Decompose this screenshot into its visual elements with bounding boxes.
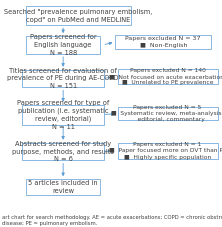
FancyBboxPatch shape [26, 6, 131, 25]
FancyBboxPatch shape [117, 107, 218, 120]
FancyBboxPatch shape [117, 143, 218, 159]
Text: 5 articles included in
review: 5 articles included in review [28, 180, 98, 194]
FancyBboxPatch shape [115, 35, 211, 49]
FancyBboxPatch shape [26, 36, 100, 54]
Text: Papers excluded N = 37
■  Non-English: Papers excluded N = 37 ■ Non-English [125, 36, 201, 48]
FancyBboxPatch shape [22, 70, 105, 87]
Text: Papers excluded N = 1
■  Paper focused more on DVT than PE
■  Highly specific po: Papers excluded N = 1 ■ Paper focused mo… [109, 142, 222, 160]
FancyBboxPatch shape [22, 143, 105, 160]
FancyBboxPatch shape [26, 179, 100, 195]
Text: Papers excluded N = 5
■  Systematic review, meta-analysis,
    editorial, commen: Papers excluded N = 5 ■ Systematic revie… [111, 105, 222, 123]
Text: Papers screened for type of
publication (i.e. systematic
review, editorial)
N = : Papers screened for type of publication … [17, 99, 109, 130]
FancyBboxPatch shape [22, 105, 105, 125]
Text: Searched "prevalence pulmonary embolism,
copd" on PubMed and MEDLINE: Searched "prevalence pulmonary embolism,… [4, 9, 153, 23]
Text: Papers excluded N = 140
■  Not focused on acute exacerbations
■  Unrelated to PE: Papers excluded N = 140 ■ Not focused on… [109, 67, 222, 85]
Text: art chart for search methodology. AE = acute exacerbations; COPD = chronic obstr: art chart for search methodology. AE = a… [2, 215, 222, 227]
Text: Papers screened for
English language
N = 188: Papers screened for English language N =… [30, 34, 96, 56]
Text: Titles screened for evaluation of
prevalence of PE during AE-COPD
N = 151: Titles screened for evaluation of preval… [7, 68, 119, 89]
Text: Abstracts screened for study
purpose, methods, and results
N = 6: Abstracts screened for study purpose, me… [12, 141, 114, 162]
FancyBboxPatch shape [117, 69, 218, 84]
